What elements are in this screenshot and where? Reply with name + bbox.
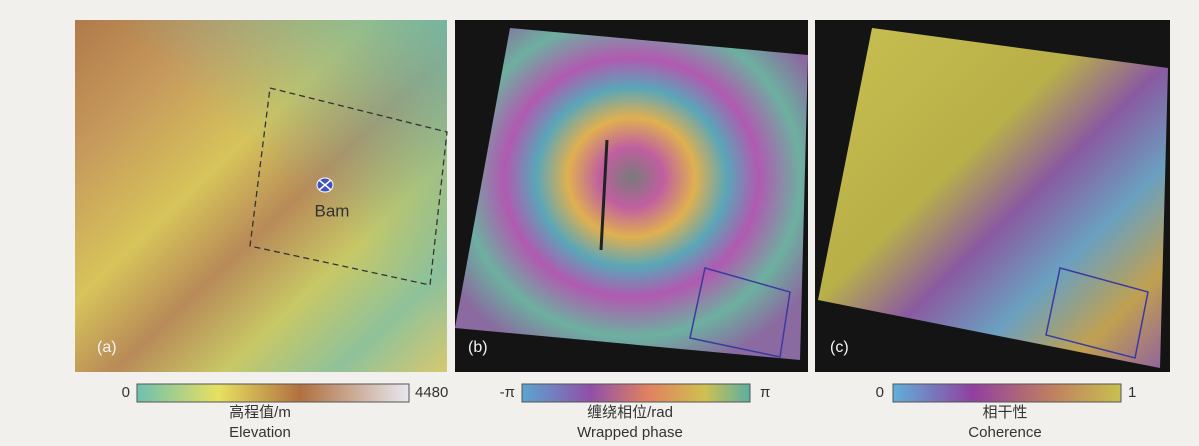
place-label: Bam xyxy=(315,201,350,220)
colorbar xyxy=(137,384,409,402)
colorbar-title: 缠绕相位/rad xyxy=(587,403,673,421)
colorbar-max: 1 xyxy=(1128,384,1136,401)
colorbar-max: 4480 xyxy=(415,384,448,401)
colorbar-title: 高程值/m xyxy=(229,404,291,421)
colorbar-min: -π xyxy=(500,384,515,401)
colorbar-caption: Wrapped phase xyxy=(577,424,683,441)
colorbar-caption: Elevation xyxy=(229,424,291,441)
colorbar-min: 0 xyxy=(122,384,130,401)
figure: Bam (a) (b) (c) 0 4480 高程值/m Elevation -… xyxy=(0,0,1199,446)
colorbar-max: π xyxy=(760,384,770,401)
colorbar-title: 相干性 xyxy=(982,404,1027,421)
colorbar xyxy=(893,384,1121,402)
bam-marker xyxy=(317,178,333,192)
colorbar-min: 0 xyxy=(876,384,884,401)
colorbar-caption: Coherence xyxy=(968,424,1041,441)
panel-label: (b) xyxy=(468,339,488,356)
map-shading xyxy=(75,20,447,372)
panel-label: (a) xyxy=(97,339,117,356)
colorbar xyxy=(522,384,750,402)
interferogram xyxy=(455,28,808,360)
panel-label: (c) xyxy=(830,339,849,356)
